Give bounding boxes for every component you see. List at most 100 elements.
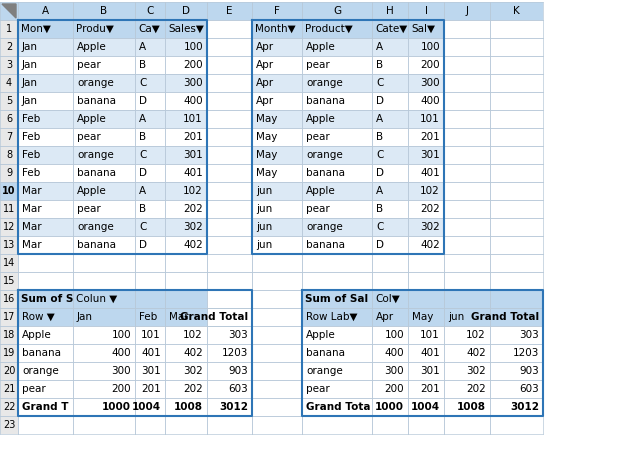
Bar [18, 38, 73, 56]
Bar [372, 92, 408, 110]
Text: banana: banana [306, 96, 345, 106]
Text: A: A [139, 42, 146, 52]
Bar [444, 254, 490, 272]
Text: Mar: Mar [22, 186, 42, 196]
Bar [252, 236, 302, 254]
Bar [0, 218, 18, 236]
Bar [73, 254, 135, 272]
Bar [252, 146, 302, 164]
Text: C: C [376, 150, 383, 160]
Text: pear: pear [306, 384, 330, 394]
Bar [135, 146, 165, 164]
Text: Apple: Apple [22, 330, 51, 340]
Bar [73, 38, 135, 56]
Text: orange: orange [77, 222, 114, 232]
Bar [408, 110, 444, 128]
Bar [207, 218, 252, 236]
Bar [18, 344, 73, 362]
Bar [444, 164, 490, 182]
Bar [18, 236, 73, 254]
Bar [165, 290, 207, 308]
Text: 603: 603 [228, 384, 248, 394]
Bar [135, 2, 165, 20]
Bar [490, 146, 543, 164]
Bar [0, 362, 18, 380]
Text: Mar: Mar [169, 312, 188, 322]
Text: pear: pear [22, 384, 46, 394]
Text: orange: orange [77, 150, 114, 160]
Text: 903: 903 [228, 366, 248, 376]
Bar [0, 236, 18, 254]
Bar [0, 2, 18, 20]
Text: jun: jun [256, 240, 272, 250]
Bar [165, 146, 207, 164]
Bar [207, 254, 252, 272]
Bar [18, 128, 73, 146]
Text: Apple: Apple [77, 114, 107, 124]
Text: Feb: Feb [22, 132, 41, 142]
Text: May: May [256, 150, 277, 160]
Text: K: K [513, 6, 520, 16]
Text: Grand Total: Grand Total [180, 312, 248, 322]
Bar [0, 398, 18, 416]
Bar [490, 236, 543, 254]
Text: 3: 3 [6, 60, 12, 70]
Text: C: C [139, 150, 147, 160]
Bar [490, 182, 543, 200]
Bar [490, 362, 543, 380]
Text: Grand T: Grand T [22, 402, 69, 412]
Bar [252, 128, 302, 146]
Text: 12: 12 [3, 222, 15, 232]
Text: 14: 14 [3, 258, 15, 268]
Bar [165, 128, 207, 146]
Bar [490, 308, 543, 326]
Text: 101: 101 [141, 330, 161, 340]
Text: 303: 303 [520, 330, 539, 340]
Text: Apple: Apple [306, 186, 336, 196]
Bar [0, 380, 18, 398]
Bar [302, 398, 372, 416]
Text: pear: pear [306, 204, 330, 214]
Bar [207, 272, 252, 290]
Bar [302, 146, 372, 164]
Bar [408, 254, 444, 272]
Bar [165, 398, 207, 416]
Text: E: E [226, 6, 233, 16]
Text: orange: orange [306, 222, 343, 232]
Text: Mar: Mar [22, 240, 42, 250]
Text: 300: 300 [385, 366, 404, 376]
Bar [444, 416, 490, 434]
Bar [408, 308, 444, 326]
Bar [135, 416, 165, 434]
Text: 401: 401 [141, 348, 161, 358]
Bar [18, 416, 73, 434]
Bar [408, 416, 444, 434]
Bar [135, 272, 165, 290]
Bar [73, 272, 135, 290]
Text: I: I [424, 6, 428, 16]
Bar [73, 182, 135, 200]
Polygon shape [2, 4, 16, 18]
Bar [372, 380, 408, 398]
Text: B: B [100, 6, 107, 16]
Text: 401: 401 [183, 168, 203, 178]
Text: 1008: 1008 [457, 402, 486, 412]
Bar [0, 146, 18, 164]
Bar [444, 272, 490, 290]
Bar [73, 2, 135, 20]
Text: 301: 301 [421, 366, 440, 376]
Bar [444, 146, 490, 164]
Text: 2: 2 [6, 42, 12, 52]
Text: banana: banana [22, 348, 61, 358]
Bar [372, 344, 408, 362]
Bar [207, 182, 252, 200]
Text: 1004: 1004 [411, 402, 440, 412]
Text: 7: 7 [6, 132, 12, 142]
Bar [372, 254, 408, 272]
Bar [165, 308, 207, 326]
Bar [302, 254, 372, 272]
Bar [165, 254, 207, 272]
Text: 102: 102 [466, 330, 486, 340]
Text: orange: orange [306, 366, 343, 376]
Bar [302, 92, 372, 110]
